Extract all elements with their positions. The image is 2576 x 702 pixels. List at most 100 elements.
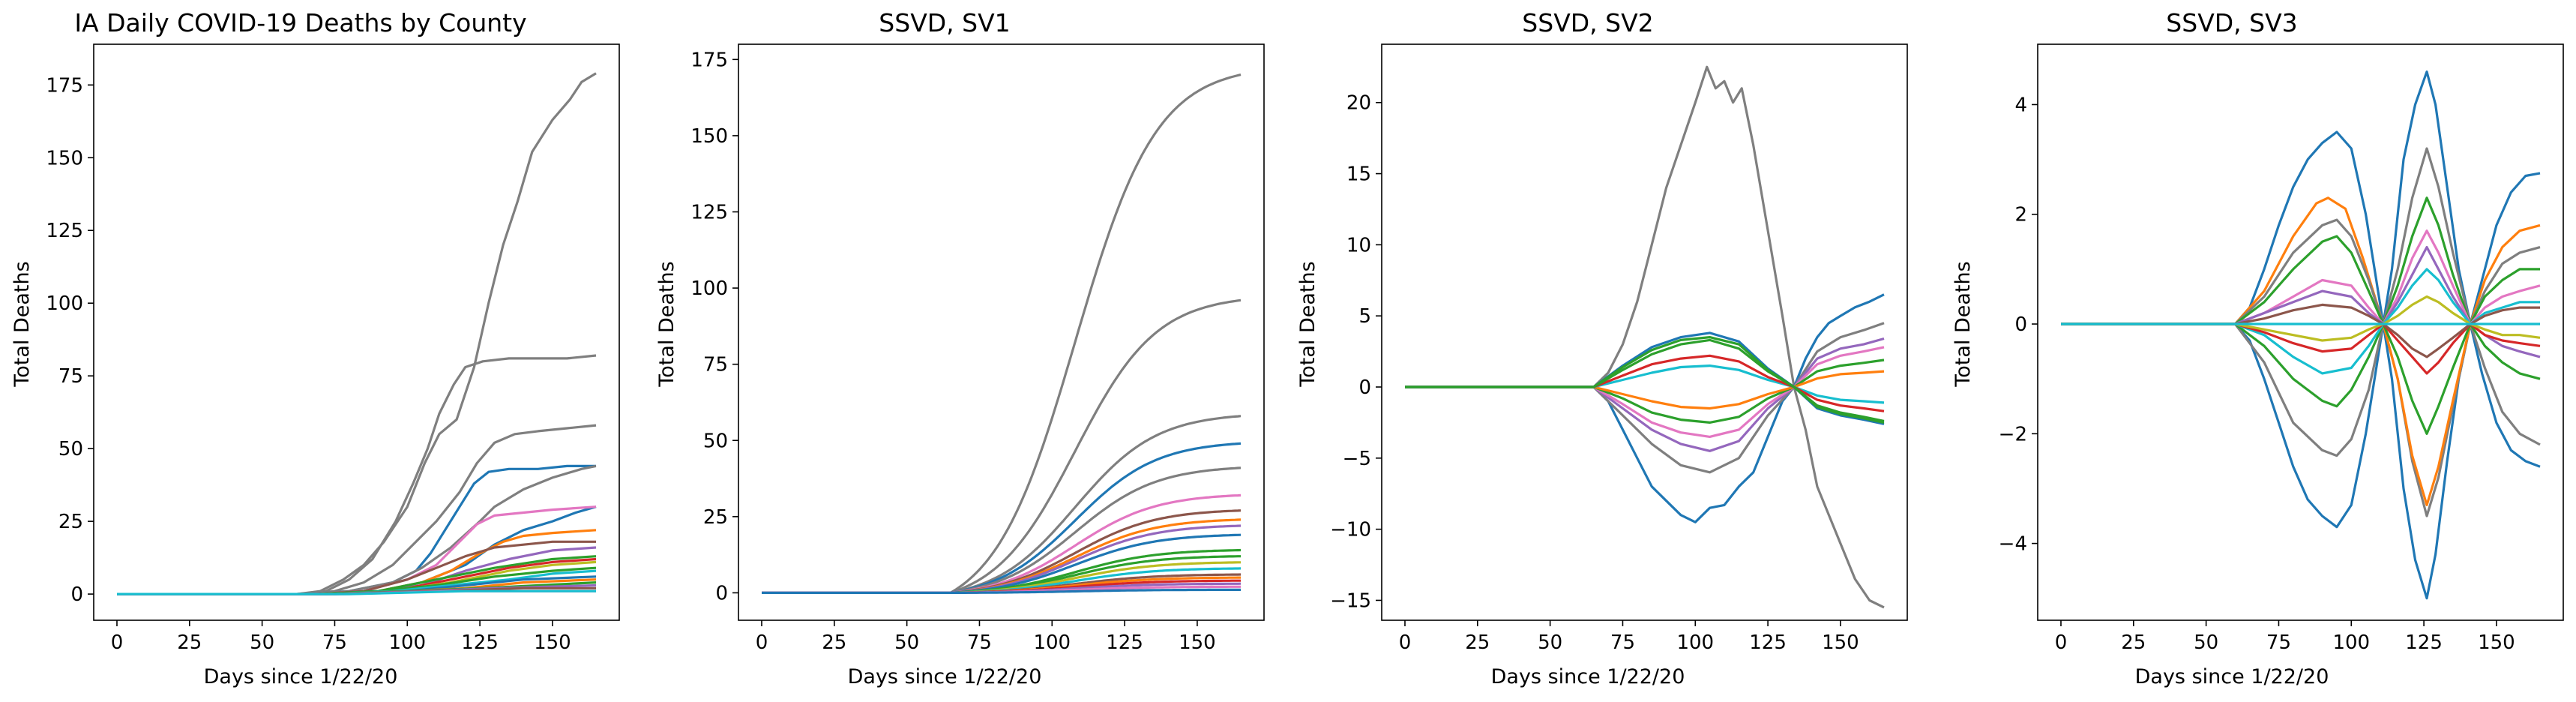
series-line-3 (117, 424, 597, 596)
panel-1-axes-frame (93, 44, 620, 621)
x-tick-label: 0 (1399, 632, 1412, 654)
x-tick-label: 75 (967, 632, 992, 654)
series-line-11 (1405, 332, 1885, 425)
y-tick-label: 0 (2014, 314, 2027, 336)
y-tick-label: 2 (2014, 204, 2027, 226)
panel-ssvd-sv1: SSVD, SV1 0 25 50 75 100 125 150 0 25 50 75 100 125 1… (655, 8, 1265, 688)
y-tick-label: 0 (70, 584, 83, 606)
panel-2-xlabel: Days since 1/22/20 (848, 665, 1042, 688)
y-tick-label: 25 (58, 511, 83, 533)
series-line-2 (1405, 293, 1885, 524)
panel-1-ticks: 0 25 50 75 100 125 150 0 25 50 75 100 125 150 175 (46, 74, 571, 654)
series-line-3 (2061, 322, 2541, 518)
y-tick-label: 150 (46, 147, 83, 170)
y-tick-label: 25 (703, 506, 728, 529)
panel-1-lines (117, 72, 597, 596)
y-tick-label: 20 (1346, 92, 1371, 115)
panel-3-lines (1405, 65, 1885, 609)
x-tick-label: 100 (2332, 632, 2370, 654)
panel-1-xlabel: Days since 1/22/20 (204, 665, 398, 688)
x-tick-label: 25 (177, 632, 202, 654)
y-tick-label: −10 (1330, 519, 1371, 542)
x-tick-label: 50 (1538, 632, 1562, 654)
y-tick-label: 15 (1346, 164, 1371, 186)
panel-2-axes-frame (738, 44, 1265, 621)
panel-1-title: IA Daily COVID-19 Deaths by County (74, 8, 526, 38)
panel-3-xlabel: Days since 1/22/20 (1491, 665, 1685, 688)
series-line-10 (2061, 268, 2540, 375)
series-line-5 (1405, 346, 1885, 438)
y-tick-label: −2 (1999, 423, 2027, 446)
series-line-6 (2061, 196, 2540, 326)
y-tick-label: 4 (2014, 94, 2027, 116)
series-line-1 (2061, 70, 2541, 326)
y-tick-label: 100 (690, 278, 728, 300)
series-line-12 (1405, 336, 1885, 424)
series-line-6 (117, 506, 597, 596)
y-tick-label: 150 (690, 125, 728, 148)
series-line-1 (762, 74, 1242, 594)
series-line-3 (1405, 322, 1885, 474)
x-tick-label: 75 (1610, 632, 1635, 654)
y-tick-label: 125 (690, 201, 728, 224)
x-tick-label: 150 (534, 632, 571, 654)
x-tick-label: 50 (2194, 632, 2218, 654)
series-line-7 (117, 506, 597, 596)
y-tick-label: 75 (703, 354, 728, 376)
y-tick-label: −5 (1343, 448, 1371, 470)
y-tick-label: 50 (703, 430, 728, 452)
series-line-3 (762, 415, 1242, 594)
series-line-6 (1405, 358, 1885, 424)
panel-3-ticks: 0 25 50 75 100 125 150 −15 −10 −5 0 5 10 15 20 (1330, 92, 1859, 654)
panel-4-lines (2061, 70, 2541, 600)
series-line-7 (2061, 322, 2541, 435)
series-line-12 (2061, 303, 2540, 358)
series-line-1 (117, 72, 597, 596)
series-line-20 (762, 588, 1241, 594)
panel-3-axes-frame (1381, 44, 1908, 621)
x-tick-label: 50 (250, 632, 274, 654)
series-line-2 (2061, 322, 2541, 600)
panel-2-ylabel: Total Deaths (655, 261, 678, 387)
y-tick-label: 75 (58, 365, 83, 388)
series-line-4 (2061, 196, 2541, 506)
panel-3-ylabel: Total Deaths (1296, 261, 1319, 387)
panel-2-ticks: 0 25 50 75 100 125 150 0 25 50 75 100 125 150 175 (690, 49, 1215, 654)
x-tick-label: 50 (894, 632, 919, 654)
series-line-22 (117, 590, 596, 596)
series-line-7 (1405, 370, 1885, 410)
series-line-4 (1405, 337, 1885, 452)
x-tick-label: 100 (388, 632, 426, 654)
series-line-13 (2061, 295, 2541, 342)
x-tick-label: 150 (1822, 632, 1859, 654)
series-line-1 (1405, 65, 1885, 609)
series-line-8 (1405, 364, 1885, 404)
x-tick-label: 125 (2405, 632, 2443, 654)
y-tick-label: −15 (1330, 590, 1371, 612)
y-tick-label: −4 (1999, 533, 2027, 556)
x-tick-label: 125 (1749, 632, 1787, 654)
x-tick-label: 25 (2121, 632, 2146, 654)
x-tick-label: 150 (1179, 632, 1216, 654)
series-line-8 (2061, 230, 2541, 326)
y-tick-label: 0 (715, 582, 728, 604)
x-tick-label: 100 (1676, 632, 1714, 654)
series-line-11 (2061, 322, 2541, 375)
y-tick-label: 5 (1358, 305, 1371, 328)
y-tick-label: 0 (1358, 376, 1371, 399)
series-line-9 (1405, 354, 1885, 412)
panel-4-title: SSVD, SV3 (2166, 8, 2297, 38)
x-tick-label: 25 (822, 632, 846, 654)
x-tick-label: 125 (1106, 632, 1143, 654)
panel-2-title: SSVD, SV1 (879, 8, 1010, 38)
x-tick-label: 25 (1465, 632, 1490, 654)
x-tick-label: 0 (111, 632, 124, 654)
panel-3-title: SSVD, SV2 (1522, 8, 1653, 38)
series-line-5 (2061, 147, 2541, 326)
x-tick-label: 125 (461, 632, 499, 654)
panel-ssvd-sv3: SSVD, SV3 0 25 50 75 100 125 150 −4 −2 0 2 4 Days s… (1951, 8, 2564, 688)
panel-1-ylabel: Total Deaths (10, 261, 34, 387)
x-tick-label: 100 (1033, 632, 1071, 654)
y-tick-label: 125 (46, 220, 83, 242)
